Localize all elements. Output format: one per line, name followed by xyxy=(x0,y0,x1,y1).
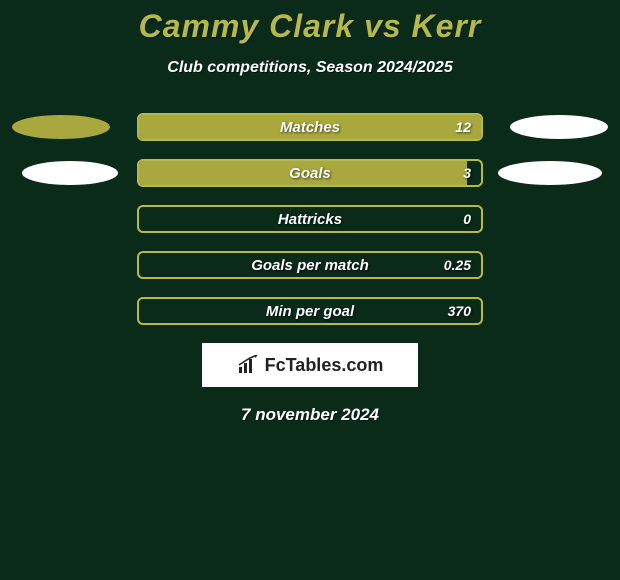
stat-value: 370 xyxy=(448,303,471,319)
stat-value: 12 xyxy=(455,119,471,135)
stat-label: Goals xyxy=(139,165,481,182)
player-right-ellipse xyxy=(510,115,608,139)
chart-icon xyxy=(237,355,261,375)
subtitle: Club competitions, Season 2024/2025 xyxy=(0,59,620,77)
player-left-ellipse xyxy=(12,115,110,139)
stat-bar: Hattricks 0 xyxy=(137,205,483,233)
stat-value: 3 xyxy=(463,165,471,181)
stat-bar: Goals 3 xyxy=(137,159,483,187)
stats-area: Matches 12 Goals 3 Hattricks 0 Goals per… xyxy=(0,113,620,325)
date-line: 7 november 2024 xyxy=(0,405,620,425)
stat-row-goals-per-match: Goals per match 0.25 xyxy=(0,251,620,279)
stat-row-matches: Matches 12 xyxy=(0,113,620,141)
stat-bar: Matches 12 xyxy=(137,113,483,141)
stat-label: Goals per match xyxy=(139,257,481,274)
logo-box[interactable]: FcTables.com xyxy=(202,343,418,387)
page-title: Cammy Clark vs Kerr xyxy=(0,0,620,45)
stat-row-min-per-goal: Min per goal 370 xyxy=(0,297,620,325)
logo-text-label: FcTables.com xyxy=(265,355,384,376)
stat-row-goals: Goals 3 xyxy=(0,159,620,187)
stat-bar: Goals per match 0.25 xyxy=(137,251,483,279)
stat-value: 0.25 xyxy=(444,257,471,273)
stat-value: 0 xyxy=(463,211,471,227)
player-right-ellipse xyxy=(498,161,602,185)
stat-label: Hattricks xyxy=(139,211,481,228)
stat-bar: Min per goal 370 xyxy=(137,297,483,325)
stat-label: Matches xyxy=(139,119,481,136)
logo: FcTables.com xyxy=(237,355,384,376)
stat-row-hattricks: Hattricks 0 xyxy=(0,205,620,233)
stat-label: Min per goal xyxy=(139,303,481,320)
player-left-ellipse xyxy=(22,161,118,185)
